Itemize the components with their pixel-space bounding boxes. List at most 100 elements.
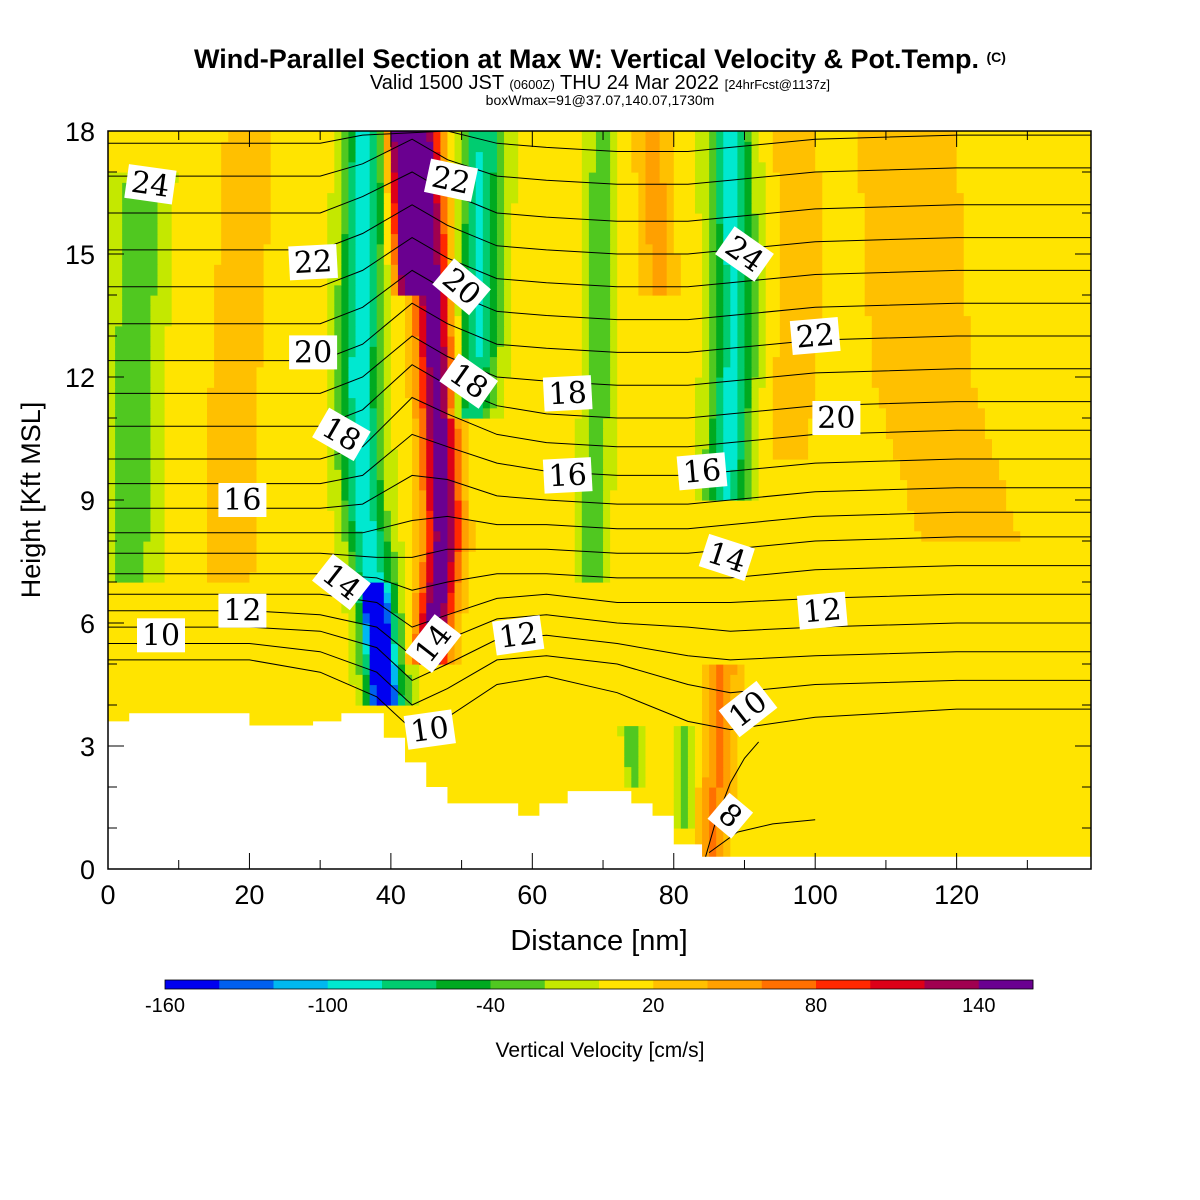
w-cell [730, 489, 738, 501]
w-cell [709, 828, 717, 839]
w-cell [461, 459, 470, 470]
w-cell [412, 479, 420, 491]
w-cell [383, 571, 392, 583]
w-cell [723, 848, 731, 860]
w-cell [737, 346, 746, 358]
w-cell [723, 766, 731, 778]
w-cell [645, 151, 661, 163]
w-cell [108, 213, 123, 224]
w-cell [461, 530, 470, 542]
w-cell [956, 182, 1091, 194]
w-cell [581, 551, 604, 563]
w-cell [511, 274, 583, 286]
w-cell [256, 407, 328, 419]
w-cell [390, 643, 399, 655]
w-cell [115, 407, 152, 419]
theta-contour-line [108, 171, 1091, 222]
w-cell [362, 643, 371, 655]
w-cell [977, 387, 1091, 399]
w-cell [447, 448, 456, 460]
w-cell [376, 172, 385, 183]
contour-label-box [718, 680, 778, 738]
w-cell [164, 407, 208, 419]
w-cell [390, 623, 399, 634]
w-cell [772, 397, 816, 409]
w-cell [376, 366, 385, 378]
w-cell [419, 295, 427, 306]
w-cell [822, 243, 866, 255]
w-cell [108, 295, 123, 306]
w-cell [369, 366, 378, 378]
w-cell [108, 243, 123, 255]
w-cell [150, 500, 166, 511]
w-cell [341, 407, 350, 419]
w-cell [447, 131, 456, 142]
w-cell [751, 346, 760, 358]
w-cell [419, 407, 427, 419]
w-cell [694, 387, 710, 399]
w-cell [376, 151, 385, 163]
colorbar-swatch [165, 980, 220, 989]
w-cell [461, 151, 470, 163]
w-cell [645, 202, 668, 214]
w-cell [610, 305, 618, 317]
w-cell [334, 530, 342, 542]
w-cell [108, 684, 357, 696]
w-cell [108, 254, 123, 265]
w-cell [419, 684, 703, 696]
w-cell [1006, 489, 1091, 501]
w-cell [348, 551, 357, 563]
w-cell [355, 172, 371, 183]
w-cell [341, 315, 350, 327]
w-cell [341, 233, 350, 245]
w-cell [115, 356, 152, 368]
w-cell [709, 397, 717, 409]
colorbar-tick-label: -40 [476, 995, 505, 1017]
w-cell [461, 541, 470, 552]
w-cell [496, 264, 505, 276]
w-cell [207, 428, 258, 440]
w-cell [574, 428, 590, 440]
w-cell [426, 356, 441, 368]
w-cell [694, 838, 703, 850]
contour-label: 22 [789, 316, 841, 356]
w-cell [758, 233, 767, 245]
w-cell [327, 213, 342, 224]
w-cell [115, 448, 152, 460]
w-cell [617, 459, 696, 470]
colorbar-swatch [382, 980, 437, 989]
w-cell [617, 356, 703, 368]
w-cell [468, 530, 477, 542]
w-cell [383, 489, 399, 501]
w-cell [716, 192, 724, 204]
w-cell [376, 243, 385, 255]
w-cell [468, 592, 1091, 604]
w-cell [744, 284, 753, 296]
valid-date: THU 24 Mar 2022 [560, 72, 720, 94]
w-cell [150, 510, 166, 522]
w-cell [772, 151, 816, 163]
w-cell [440, 387, 449, 399]
w-cell [737, 469, 746, 481]
w-cell [694, 428, 710, 440]
w-cell [702, 684, 710, 696]
w-cell [680, 787, 689, 798]
w-cell [433, 582, 449, 593]
w-cell [412, 602, 420, 614]
w-cell [779, 172, 823, 183]
w-cell [108, 407, 116, 419]
w-cell [716, 828, 724, 839]
w-cell [857, 161, 958, 173]
w-cell [419, 489, 427, 501]
w-cell [991, 448, 1091, 460]
w-cell [984, 407, 1091, 419]
w-cell [496, 295, 505, 306]
contour-label-text: 16 [681, 453, 722, 491]
theta-contour-line [108, 511, 1091, 534]
w-cell [405, 612, 413, 624]
w-cell [419, 418, 427, 429]
w-cell [758, 418, 774, 429]
contour-label-box [789, 316, 841, 356]
w-cell [447, 459, 456, 470]
contour-label-box [218, 483, 267, 517]
